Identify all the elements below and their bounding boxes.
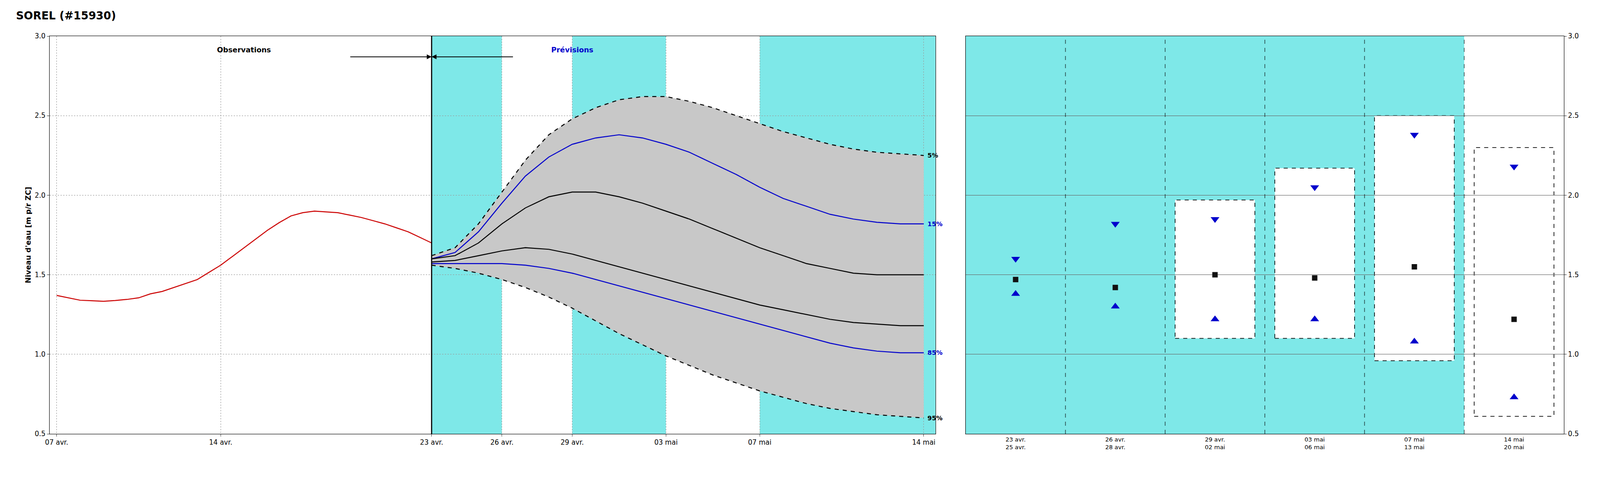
svg-text:2.5: 2.5 — [34, 111, 46, 120]
svg-text:SOREL (#15930): SOREL (#15930) — [15, 9, 116, 23]
svg-text:14 mai: 14 mai — [912, 438, 936, 447]
svg-text:0.5: 0.5 — [1567, 429, 1579, 438]
svg-text:07 mai: 07 mai — [747, 438, 772, 447]
svg-text:29 avr.02 mai: 29 avr.02 mai — [1204, 435, 1226, 451]
svg-text:07 avr.: 07 avr. — [45, 438, 69, 447]
svg-text:15%: 15% — [927, 220, 943, 228]
svg-text:3.0: 3.0 — [1567, 32, 1579, 41]
svg-text:07 mai13 mai: 07 mai13 mai — [1404, 435, 1425, 451]
svg-text:95%: 95% — [927, 414, 943, 422]
svg-text:Prévisions: Prévisions — [551, 45, 594, 55]
svg-text:1.5: 1.5 — [1567, 270, 1579, 279]
svg-text:23 avr.: 23 avr. — [419, 438, 443, 447]
svg-text:2.0: 2.0 — [1567, 191, 1579, 200]
svg-text:26 avr.: 26 avr. — [490, 438, 514, 447]
svg-text:3.0: 3.0 — [34, 32, 46, 41]
svg-text:03 mai: 03 mai — [654, 438, 678, 447]
svg-text:85%: 85% — [927, 348, 943, 356]
svg-text:Niveau d'eau [m p/r ZC]: Niveau d'eau [m p/r ZC] — [23, 186, 33, 284]
svg-text:0.5: 0.5 — [34, 429, 46, 438]
svg-text:29 avr.: 29 avr. — [560, 438, 584, 447]
svg-text:1.5: 1.5 — [34, 270, 46, 279]
svg-text:23 avr.25 avr.: 23 avr.25 avr. — [1005, 435, 1026, 451]
svg-text:03 mai06 mai: 03 mai06 mai — [1304, 435, 1325, 451]
svg-text:2.0: 2.0 — [34, 191, 46, 200]
svg-text:14 mai20 mai: 14 mai20 mai — [1503, 435, 1525, 451]
svg-text:1.0: 1.0 — [34, 350, 46, 359]
svg-text:2.5: 2.5 — [1567, 111, 1579, 120]
svg-text:1.0: 1.0 — [1567, 350, 1579, 359]
svg-text:5%: 5% — [927, 151, 939, 159]
svg-text:Observations: Observations — [216, 45, 272, 55]
svg-text:26 avr.28 avr.: 26 avr.28 avr. — [1105, 435, 1126, 451]
svg-text:14 avr.: 14 avr. — [209, 438, 233, 447]
